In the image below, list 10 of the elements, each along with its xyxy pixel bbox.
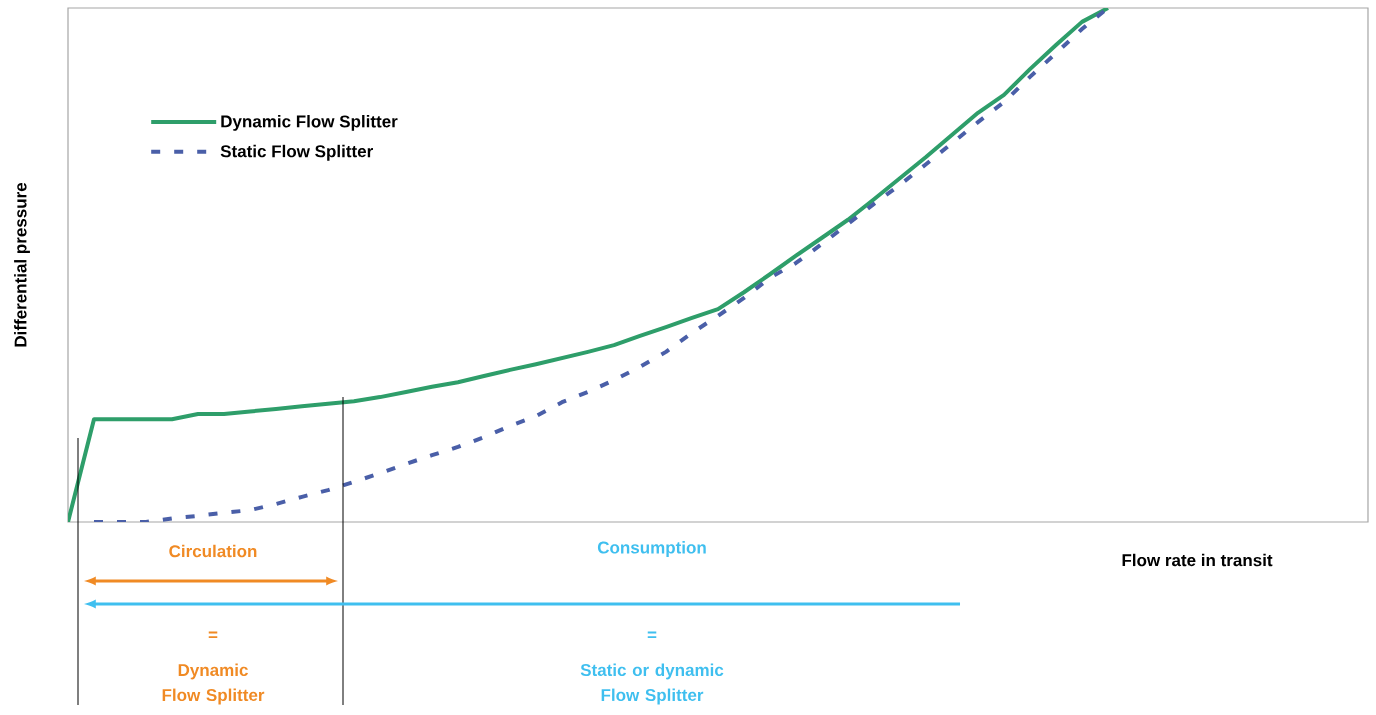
legend-label: Static Flow Splitter: [220, 144, 373, 161]
x-axis-title: Flow rate in transit: [1122, 553, 1273, 567]
legend-label: Dynamic Flow Splitter: [221, 115, 398, 131]
y-axis-title: Differential pressure: [14, 182, 30, 347]
text: =: [208, 631, 218, 638]
text: Dynamic Flow Splitter: [162, 663, 265, 705]
text: =: [647, 631, 657, 638]
text: Consumption: [597, 541, 706, 557]
text: Circulation: [169, 544, 257, 558]
text: Static or dynamic Flow Splitter: [580, 663, 724, 705]
